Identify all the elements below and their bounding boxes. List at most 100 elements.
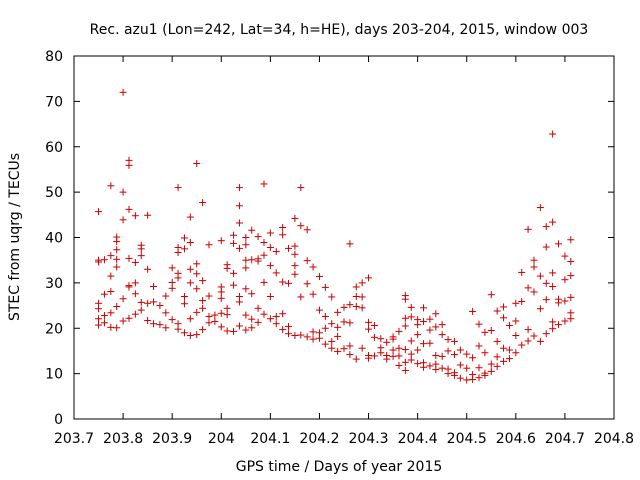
data-point <box>199 304 207 312</box>
data-point <box>174 184 182 192</box>
data-point <box>168 284 176 292</box>
data-point <box>346 301 354 309</box>
data-point <box>334 323 342 331</box>
data-point <box>450 337 458 345</box>
data-point <box>401 322 409 330</box>
data-point <box>113 255 121 263</box>
data-point <box>463 350 471 358</box>
data-point <box>426 339 434 347</box>
data-point <box>113 263 121 271</box>
x-tick-label: 204.1 <box>250 431 290 447</box>
data-point <box>156 302 164 310</box>
data-point <box>107 272 115 280</box>
data-point <box>561 297 569 305</box>
data-point <box>230 231 238 239</box>
data-point <box>389 352 397 360</box>
data-point <box>279 278 287 286</box>
data-point <box>561 317 569 325</box>
data-point <box>555 299 563 307</box>
data-point <box>567 293 575 301</box>
data-point <box>401 295 409 303</box>
y-axis: 0 10 20 30 40 50 60 70 80 <box>45 49 614 428</box>
y-tick-label: 40 <box>45 231 63 247</box>
data-point <box>432 323 440 331</box>
data-point <box>266 229 274 237</box>
data-point <box>420 317 428 325</box>
data-point <box>549 218 557 226</box>
data-point <box>567 315 575 323</box>
data-point <box>113 238 121 246</box>
data-point <box>303 333 311 341</box>
data-point <box>291 214 299 222</box>
data-point <box>199 199 207 207</box>
data-point <box>530 263 538 271</box>
data-point <box>248 324 256 332</box>
data-point <box>297 331 305 339</box>
data-point <box>536 305 544 313</box>
data-point <box>168 264 176 272</box>
y-tick-label: 60 <box>45 140 63 156</box>
data-point <box>150 298 158 306</box>
data-point <box>223 311 231 319</box>
data-point <box>340 318 348 326</box>
data-point <box>438 352 446 360</box>
data-point <box>475 320 483 328</box>
y-tick-label: 80 <box>45 49 63 65</box>
data-point <box>137 298 145 306</box>
data-point <box>156 321 164 329</box>
data-point <box>463 364 471 372</box>
data-point <box>512 349 520 357</box>
data-point <box>456 361 464 369</box>
data-point <box>297 222 305 230</box>
data-point <box>561 276 569 284</box>
data-point <box>235 219 243 227</box>
data-point <box>217 323 225 331</box>
y-axis-label: STEC from uqrg / TECUs <box>7 153 23 321</box>
data-point <box>426 315 434 323</box>
data-point <box>266 292 274 300</box>
data-point <box>180 300 188 308</box>
data-point <box>137 245 145 253</box>
data-point <box>242 311 250 319</box>
data-point <box>438 364 446 372</box>
data-point <box>242 326 250 334</box>
x-tick-label: 204.4 <box>398 431 438 447</box>
data-point <box>230 269 238 277</box>
data-point <box>549 318 557 326</box>
data-point <box>334 332 342 340</box>
x-tick-label: 204 <box>208 431 235 447</box>
data-point <box>162 292 170 300</box>
data-point <box>235 298 243 306</box>
data-point <box>401 314 409 322</box>
data-point <box>297 293 305 301</box>
data-point <box>555 321 563 329</box>
x-tick-label: 204.7 <box>545 431 585 447</box>
data-point <box>542 223 550 231</box>
data-point <box>119 88 127 96</box>
data-point <box>395 361 403 369</box>
data-point <box>567 236 575 244</box>
data-point <box>321 340 329 348</box>
data-point <box>95 258 103 266</box>
data-point <box>125 205 133 213</box>
data-point <box>291 332 299 340</box>
data-point <box>475 374 483 382</box>
data-point <box>530 332 538 340</box>
data-point <box>346 319 354 327</box>
data-point <box>321 283 329 291</box>
data-point <box>205 312 213 320</box>
data-point <box>536 272 544 280</box>
data-point <box>352 283 360 291</box>
data-point <box>530 256 538 264</box>
data-point <box>567 272 575 280</box>
data-point <box>487 327 495 335</box>
data-point <box>186 238 194 246</box>
data-point <box>414 331 422 339</box>
data-point <box>432 366 440 374</box>
data-point <box>180 245 188 253</box>
data-point <box>383 338 391 346</box>
data-point <box>199 297 207 305</box>
data-point <box>328 337 336 345</box>
data-point <box>536 337 544 345</box>
data-point <box>420 304 428 312</box>
